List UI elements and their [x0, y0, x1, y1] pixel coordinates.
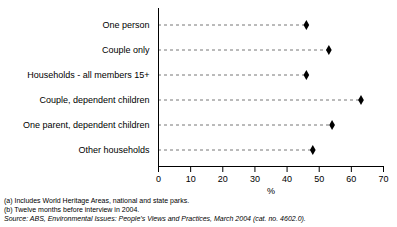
svg-text:Couple, dependent children: Couple, dependent children: [39, 95, 149, 105]
svg-text:60: 60: [346, 174, 356, 184]
svg-text:Households - all members 15+: Households - all members 15+: [27, 70, 149, 80]
svg-text:30: 30: [250, 174, 260, 184]
svg-text:70: 70: [378, 174, 388, 184]
svg-text:20: 20: [218, 174, 228, 184]
svg-text:One person: One person: [102, 20, 149, 30]
svg-text:50: 50: [314, 174, 324, 184]
svg-text:One parent, dependent children: One parent, dependent children: [23, 120, 150, 130]
html-text:(a) Includes World Heritage Ar: (a) Includes World Heritage Areas, natio…: [4, 197, 190, 204]
svg-text:Couple only: Couple only: [102, 45, 150, 55]
svg-text:0: 0: [156, 174, 161, 184]
html-text:Source: ABS, Environmental Iss: Source: ABS, Environmental Issues: Peopl…: [4, 215, 306, 222]
html-text:(b) Twelve months before inter: (b) Twelve months before interview in 20…: [4, 206, 140, 213]
svg-text:40: 40: [282, 174, 292, 184]
svg-text:10: 10: [186, 174, 196, 184]
svg-text:Other households: Other households: [78, 145, 150, 155]
svg-text:%: %: [267, 186, 275, 196]
